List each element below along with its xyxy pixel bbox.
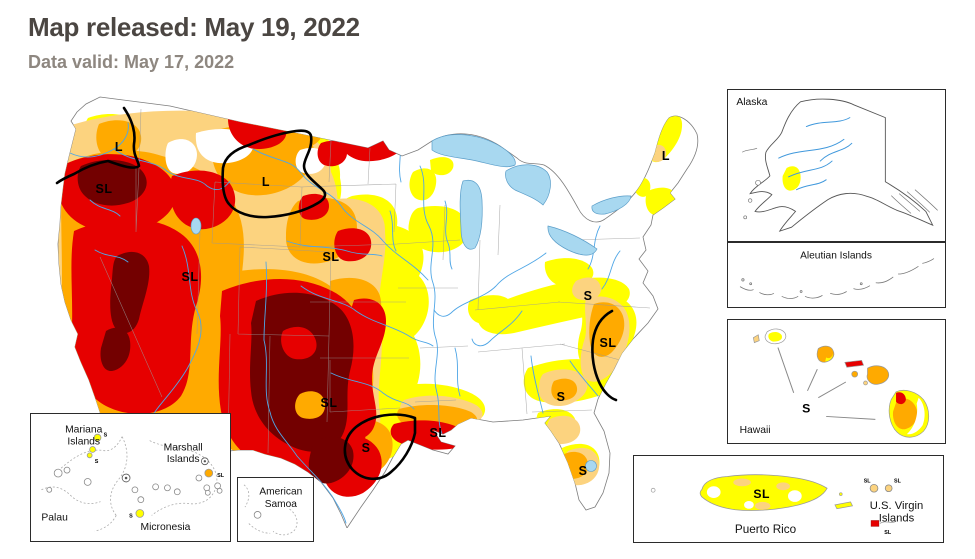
mariana-impact-label: S	[104, 433, 108, 439]
puerto-rico-no-drought-holes	[706, 486, 802, 509]
inset-hawaii: S Hawaii	[727, 319, 946, 444]
mona-island	[650, 487, 656, 493]
impact-outline-carolina	[591, 309, 618, 402]
hawaii-callout-lines	[777, 347, 876, 420]
impact-label: S	[362, 441, 371, 455]
mariana-impact-label: S	[95, 459, 99, 465]
puerto-rico-impact-label: SL	[753, 487, 770, 501]
samoa-island-dot	[253, 511, 262, 519]
lake-ontario	[591, 195, 632, 215]
puerto-rico-title: Puerto Rico	[735, 523, 797, 536]
usvi-title-line1: U.S. Virgin	[870, 500, 923, 512]
page-title: Map released: May 19, 2022	[28, 12, 360, 42]
lake-erie	[547, 225, 598, 256]
lake-superior	[431, 134, 516, 168]
pacific-drought-dots	[86, 433, 214, 518]
impact-label: SL	[323, 250, 340, 264]
usvi-islands	[869, 483, 896, 527]
inset-aleutian: Aleutian Islands	[727, 242, 946, 308]
inset-pacific-islands: S S SL S Mariana Islands Marshall Island…	[30, 413, 231, 542]
drought-d4-areas	[77, 159, 354, 484]
aleutian-title: Aleutian Islands	[800, 251, 872, 262]
vieques-island	[834, 501, 854, 510]
culebra-island	[839, 492, 843, 496]
samoa-title-line1: American	[259, 486, 302, 497]
puerto-rico-svg: SL Puerto Rico SL SL SL U.S. Virgin Isla…	[650, 474, 923, 536]
hawaii-svg: S Hawaii	[740, 328, 930, 438]
marshall-title-line1: Marshall	[164, 442, 203, 453]
micronesia-impact-label: S	[129, 513, 133, 519]
impact-outline-montana	[221, 129, 327, 219]
usvi-impact-label: SL	[894, 478, 902, 484]
impact-outline-pnw	[55, 106, 141, 185]
state-borders	[99, 108, 651, 454]
hawaii-islands	[752, 328, 930, 438]
mariana-title-line2: Islands	[67, 437, 100, 448]
impact-label: L	[662, 149, 670, 163]
great-salt-lake	[190, 217, 202, 235]
hawaii-title: Hawaii	[740, 425, 771, 436]
puerto-rico-d1-patches	[733, 478, 790, 510]
impact-label: S	[579, 464, 588, 478]
lake-huron	[505, 164, 551, 206]
pacific-islands-svg: S S SL S Mariana Islands Marshall Island…	[41, 425, 225, 533]
palau-title: Palau	[41, 512, 68, 523]
marshall-title-line2: Islands	[167, 454, 200, 465]
great-lakes	[431, 134, 632, 256]
aleutian-svg: Aleutian Islands	[739, 251, 935, 299]
impact-outline-south-texas	[343, 413, 417, 481]
page-subtitle: Data valid: May 17, 2022	[28, 52, 235, 72]
hawaii-impact-label: S	[802, 401, 811, 415]
american-samoa-svg: American Samoa	[243, 484, 302, 536]
impact-label: SL	[182, 270, 199, 284]
alaska-panhandle-islands	[891, 189, 938, 214]
impact-label: SL	[600, 336, 617, 350]
inset-puerto-rico: SL Puerto Rico SL SL SL U.S. Virgin Isla…	[633, 455, 944, 543]
aleutian-islands-chain	[739, 258, 935, 299]
impact-label: S	[557, 390, 566, 404]
alaska-west-islands	[742, 147, 761, 220]
impact-label: S	[584, 289, 593, 303]
samoa-title-line2: Samoa	[265, 499, 298, 510]
pacific-islands-dots	[46, 457, 223, 503]
usvi-title-line2: Islands	[879, 512, 915, 524]
samoa-region-boundaries	[243, 484, 298, 536]
impact-label: SL	[96, 182, 113, 196]
lake-okeechobee	[585, 460, 597, 472]
inset-alaska: Alaska	[727, 89, 946, 242]
impact-label: L	[262, 175, 270, 189]
marshall-impact-label: SL	[217, 473, 225, 479]
usvi-impact-label: SL	[864, 478, 872, 484]
impact-label: L	[115, 140, 123, 154]
alaska-title: Alaska	[736, 97, 767, 108]
impact-area-outlines	[55, 106, 618, 481]
alaska-outline	[749, 98, 934, 232]
impact-label: SL	[321, 396, 338, 410]
usvi-impact-label: SL	[884, 530, 892, 536]
impact-labels: L SL L SL SL SL S SL S SL S L S	[96, 140, 670, 478]
micronesia-title: Micronesia	[140, 522, 190, 533]
inset-american-samoa: American Samoa	[237, 477, 314, 542]
alaska-rivers	[778, 117, 853, 191]
lake-michigan	[459, 179, 483, 250]
alaska-svg: Alaska	[736, 97, 938, 232]
impact-label: SL	[430, 426, 447, 440]
alaska-d0-area	[782, 166, 801, 191]
mariana-title-line1: Mariana	[65, 425, 103, 436]
